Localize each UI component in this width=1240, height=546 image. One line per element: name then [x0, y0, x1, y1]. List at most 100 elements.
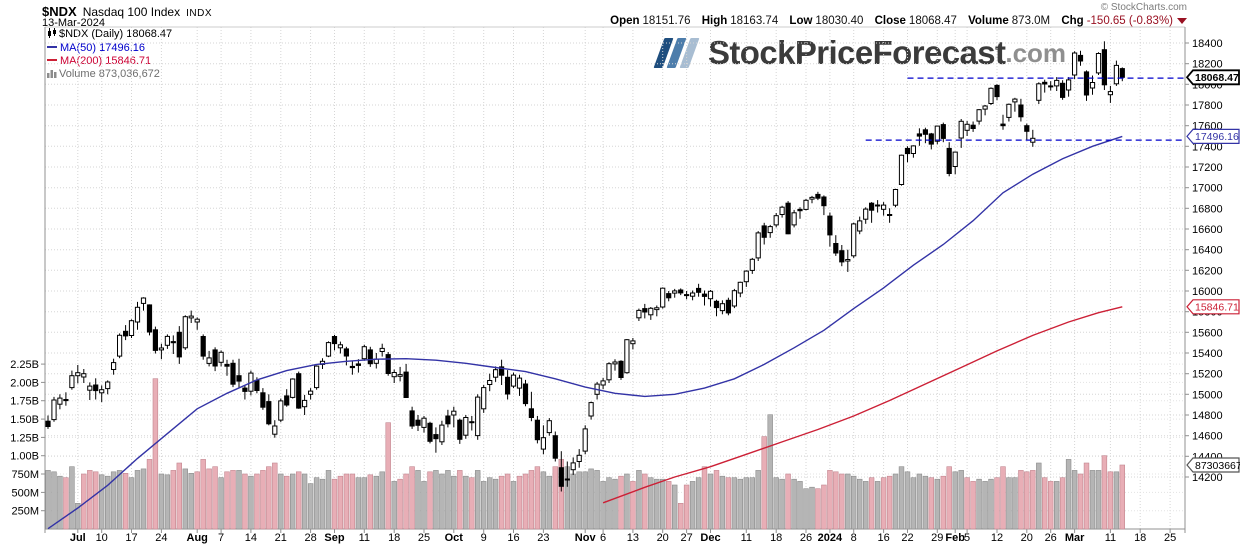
change-down-icon [1177, 18, 1187, 24]
svg-text:1.50B: 1.50B [10, 414, 39, 426]
annotation-lines[interactable] [865, 77, 1185, 141]
open-label: Open [610, 15, 640, 27]
svg-text:6: 6 [600, 532, 606, 544]
svg-text:25: 25 [418, 532, 430, 544]
svg-text:20: 20 [1021, 532, 1033, 544]
close-value: 18068.47 [908, 15, 957, 27]
svg-text:20: 20 [657, 532, 669, 544]
svg-text:18: 18 [1134, 532, 1146, 544]
svg-text:28: 28 [304, 532, 316, 544]
ma50-line [47, 135, 1123, 530]
svg-text:16400: 16400 [1192, 245, 1223, 257]
svg-text:250M: 250M [11, 506, 39, 518]
svg-text:Nov: Nov [575, 532, 597, 544]
svg-text:26: 26 [800, 532, 812, 544]
watermark-logo: StockPriceForecast .com [653, 34, 1066, 72]
ma200-line [602, 306, 1123, 504]
svg-text:18: 18 [770, 532, 782, 544]
svg-text:Aug: Aug [187, 532, 208, 544]
svg-text:14200: 14200 [1192, 472, 1223, 484]
legend-price-series: $NDX (Daily) 18068.47 [47, 28, 172, 42]
axis-value-labels: 18068.47 17496.16 15846.71 87303667 [1185, 69, 1240, 473]
svg-text:1.75B: 1.75B [10, 396, 39, 408]
chart-title: $NDX Nasdaq 100 Index INDX [42, 3, 212, 21]
svg-text:15400: 15400 [1192, 348, 1223, 360]
svg-text:16: 16 [877, 532, 889, 544]
svg-text:27: 27 [680, 532, 692, 544]
svg-text:14: 14 [245, 532, 257, 544]
svg-text:17400: 17400 [1192, 141, 1223, 153]
svg-text:12: 12 [991, 532, 1003, 544]
svg-text:18200: 18200 [1192, 59, 1223, 71]
svg-text:16600: 16600 [1192, 224, 1223, 236]
chg-label: Chg [1061, 15, 1084, 27]
svg-text:Jul: Jul [70, 532, 86, 544]
svg-text:Mar: Mar [1065, 532, 1085, 544]
ohlc-summary: Open 18151.76 High 18163.74 Low 18030.40 Cl… [602, 15, 1187, 27]
high-label: High [701, 15, 728, 27]
svg-text:14600: 14600 [1192, 431, 1223, 443]
svg-text:22: 22 [901, 532, 913, 544]
svg-text:29: 29 [931, 532, 943, 544]
svg-text:17000: 17000 [1192, 183, 1223, 195]
symbol: $NDX [42, 4, 77, 19]
svg-text:16000: 16000 [1192, 286, 1223, 298]
svg-text:15846.71: 15846.71 [1195, 302, 1239, 314]
low-label: Low [789, 15, 813, 27]
volume-bars [45, 378, 1126, 530]
svg-text:Oct: Oct [445, 532, 464, 544]
open-value: 18151.76 [642, 15, 691, 27]
candlestick-icon [47, 28, 57, 42]
svg-text:25: 25 [1164, 532, 1176, 544]
svg-text:15000: 15000 [1192, 389, 1223, 401]
svg-text:17800: 17800 [1192, 100, 1223, 112]
svg-text:17: 17 [125, 532, 137, 544]
svg-text:1.25B: 1.25B [10, 432, 39, 444]
exchange: INDX [186, 8, 212, 19]
chart-legend: $NDX (Daily) 18068.47 MA(50) 17496.16 MA… [47, 28, 172, 82]
svg-text:500M: 500M [11, 487, 39, 499]
svg-text:15600: 15600 [1192, 327, 1223, 339]
svg-text:15200: 15200 [1192, 369, 1223, 381]
svg-text:11: 11 [1105, 532, 1116, 544]
svg-text:87303667: 87303667 [1195, 460, 1240, 472]
svg-text:11: 11 [741, 532, 752, 544]
index-name: Nasdaq 100 Index [82, 5, 181, 19]
svg-text:17496.16: 17496.16 [1195, 131, 1239, 143]
legend-volume-label: Volume 873,036,672 [59, 68, 160, 80]
vertical-gridlines [77, 27, 1171, 529]
legend-volume: Volume 873,036,672 [47, 68, 172, 82]
svg-text:1.00B: 1.00B [10, 451, 39, 463]
date-axis: Jul 10 17 24 Aug 7 14 21 28 Sep 11 18 25 Oct 9 16 23 Nov 6… [70, 529, 1176, 544]
high-value: 18163.74 [730, 15, 779, 27]
svg-text:8: 8 [851, 532, 857, 544]
legend-ma50-label: MA(50) 17496.16 [60, 42, 145, 54]
svg-text:18400: 18400 [1192, 38, 1223, 50]
copyright: © StockCharts.com [1100, 2, 1187, 13]
svg-text:2024: 2024 [818, 532, 843, 544]
svg-text:16800: 16800 [1192, 203, 1223, 215]
ma50-line-icon [47, 46, 57, 48]
volume-label: Volume [968, 15, 1009, 27]
volume-bars-icon [47, 69, 57, 82]
candlesticks [45, 41, 1125, 492]
svg-text:18068.47: 18068.47 [1195, 72, 1239, 84]
price-gridlines-and-labels: 1420014400146001480015000152001540015600… [45, 38, 1223, 484]
svg-text:2.00B: 2.00B [10, 377, 39, 389]
svg-text:11: 11 [359, 532, 370, 544]
legend-ma200-label: MA(200) 15846.71 [60, 55, 152, 67]
svg-text:16200: 16200 [1192, 265, 1223, 277]
svg-text:17200: 17200 [1192, 162, 1223, 174]
svg-text:9: 9 [481, 532, 487, 544]
svg-text:2.25B: 2.25B [10, 359, 39, 371]
svg-text:13: 13 [627, 532, 639, 544]
svg-text:7: 7 [218, 532, 224, 544]
chg-value: -150.65 (-0.83%) [1086, 15, 1173, 27]
chart-date: 13-Mar-2024 [42, 17, 105, 29]
svg-text:24: 24 [155, 532, 167, 544]
ma200-line-icon [47, 59, 57, 61]
low-value: 18030.40 [815, 15, 864, 27]
legend-price-label: $NDX (Daily) 18068.47 [59, 28, 173, 40]
